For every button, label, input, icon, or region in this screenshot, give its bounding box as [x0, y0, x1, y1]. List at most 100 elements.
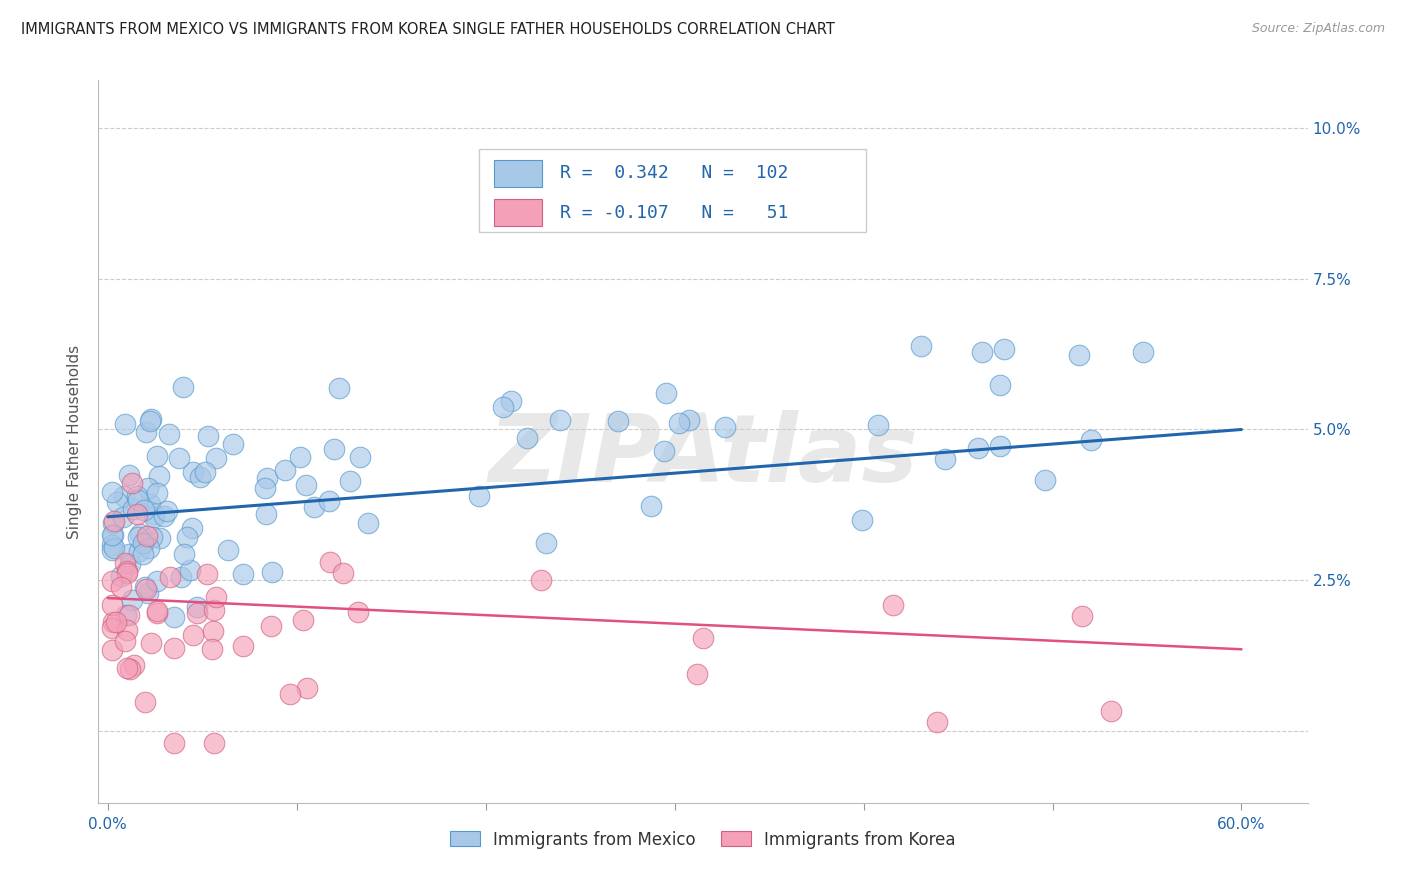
Immigrants from Mexico: [967, 442, 990, 456]
Immigrants from Korea: [295, 681, 318, 696]
Text: ZIPAtlas: ZIPAtlas: [488, 410, 918, 502]
Immigrants from Mexico: [221, 437, 243, 451]
Immigrants from Korea: [100, 621, 122, 635]
Immigrants from Mexico: [295, 478, 318, 492]
Immigrants from Korea: [530, 574, 553, 588]
Immigrants from Korea: [278, 687, 301, 701]
Immigrants from Mexico: [121, 502, 143, 516]
Immigrants from Korea: [135, 582, 157, 596]
Immigrants from Korea: [927, 714, 949, 729]
FancyBboxPatch shape: [494, 160, 543, 186]
Immigrants from Mexico: [112, 490, 135, 504]
Immigrants from Mexico: [149, 531, 172, 545]
Immigrants from Korea: [204, 603, 226, 617]
Immigrants from Mexico: [868, 417, 890, 432]
FancyBboxPatch shape: [479, 149, 866, 232]
Immigrants from Mexico: [100, 485, 122, 500]
Immigrants from Mexico: [260, 566, 283, 580]
Immigrants from Mexico: [121, 592, 143, 607]
Immigrants from Mexico: [186, 600, 208, 615]
FancyBboxPatch shape: [494, 199, 543, 227]
Immigrants from Mexico: [934, 452, 956, 467]
Immigrants from Mexico: [970, 345, 993, 359]
Immigrants from Mexico: [668, 416, 690, 430]
Immigrants from Mexico: [127, 530, 149, 544]
Immigrants from Mexico: [1069, 348, 1091, 362]
Immigrants from Korea: [103, 514, 125, 528]
Immigrants from Mexico: [138, 541, 160, 555]
Immigrants from Mexico: [322, 442, 344, 456]
Immigrants from Korea: [882, 599, 904, 613]
Immigrants from Mexico: [128, 544, 150, 558]
Immigrants from Mexico: [170, 570, 193, 584]
Immigrants from Mexico: [105, 495, 128, 509]
Immigrants from Mexico: [132, 536, 155, 550]
Immigrants from Korea: [101, 615, 124, 629]
Immigrants from Korea: [146, 606, 169, 620]
Immigrants from Mexico: [163, 609, 186, 624]
Immigrants from Korea: [202, 624, 225, 638]
Immigrants from Mexico: [180, 521, 202, 535]
Immigrants from Korea: [115, 661, 138, 675]
Immigrants from Mexico: [114, 417, 136, 432]
Immigrants from Korea: [163, 641, 186, 656]
Immigrants from Mexico: [302, 500, 325, 515]
Immigrants from Mexico: [136, 481, 159, 495]
Immigrants from Mexico: [118, 467, 141, 482]
Immigrants from Mexico: [640, 499, 662, 513]
Immigrants from Mexico: [157, 427, 180, 442]
Immigrants from Mexico: [652, 444, 675, 458]
Immigrants from Korea: [1070, 609, 1092, 624]
Immigrants from Korea: [100, 574, 122, 588]
Immigrants from Mexico: [288, 450, 311, 464]
Immigrants from Mexico: [328, 381, 350, 395]
Immigrants from Korea: [139, 635, 162, 649]
Immigrants from Mexico: [217, 542, 239, 557]
Immigrants from Mexico: [127, 493, 149, 508]
Immigrants from Mexico: [167, 451, 190, 466]
Immigrants from Mexico: [134, 580, 156, 594]
Immigrants from Korea: [205, 590, 228, 604]
Immigrants from Mexico: [139, 412, 162, 426]
Immigrants from Korea: [1099, 704, 1122, 718]
Immigrants from Mexico: [274, 463, 297, 477]
Immigrants from Mexico: [148, 469, 170, 483]
Immigrants from Korea: [125, 508, 148, 522]
Immigrants from Mexico: [135, 425, 157, 439]
Immigrants from Mexico: [173, 547, 195, 561]
Immigrants from Mexico: [256, 508, 278, 522]
Immigrants from Mexico: [204, 451, 226, 466]
Immigrants from Korea: [105, 615, 128, 629]
Immigrants from Korea: [232, 639, 254, 653]
Immigrants from Mexico: [176, 530, 198, 544]
Immigrants from Korea: [110, 580, 132, 594]
Immigrants from Mexico: [100, 527, 122, 541]
Immigrants from Korea: [134, 695, 156, 709]
Immigrants from Mexico: [134, 503, 156, 517]
Immigrants from Korea: [319, 555, 342, 569]
Immigrants from Mexico: [125, 489, 148, 503]
Immigrants from Mexico: [468, 490, 491, 504]
Immigrants from Mexico: [181, 465, 204, 479]
Immigrants from Mexico: [253, 481, 276, 495]
Immigrants from Mexico: [910, 339, 932, 353]
Immigrants from Korea: [114, 556, 136, 570]
Immigrants from Mexico: [120, 557, 142, 571]
Immigrants from Mexico: [1080, 434, 1102, 448]
Immigrants from Korea: [118, 607, 141, 622]
Immigrants from Korea: [115, 564, 138, 578]
Immigrants from Korea: [122, 658, 145, 673]
Immigrants from Korea: [291, 613, 314, 627]
Immigrants from Mexico: [232, 566, 254, 581]
Immigrants from Mexico: [988, 439, 1011, 453]
Immigrants from Mexico: [318, 494, 340, 508]
Immigrants from Korea: [159, 570, 181, 584]
Immigrants from Mexico: [138, 497, 160, 511]
Immigrants from Mexico: [516, 431, 538, 445]
Immigrants from Korea: [686, 667, 709, 681]
Immigrants from Korea: [100, 643, 122, 657]
Immigrants from Korea: [121, 475, 143, 490]
Immigrants from Mexico: [142, 508, 165, 522]
Text: IMMIGRANTS FROM MEXICO VS IMMIGRANTS FROM KOREA SINGLE FATHER HOUSEHOLDS CORRELA: IMMIGRANTS FROM MEXICO VS IMMIGRANTS FRO…: [21, 22, 835, 37]
Immigrants from Mexico: [146, 486, 169, 500]
